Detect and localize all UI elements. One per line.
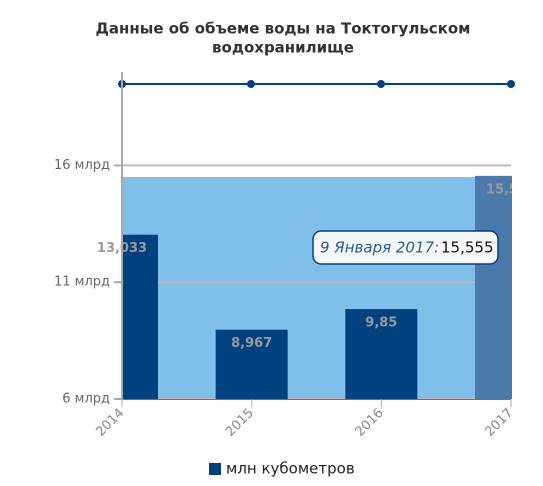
tooltip-value: 15,555 (441, 239, 494, 257)
legend-label[interactable]: млн кубометров (226, 460, 355, 478)
x-tick-label: 2014 (93, 406, 127, 440)
value-label: 15,555 (486, 182, 536, 197)
chart-title: Данные об объеме воды на Токтогульском (96, 20, 471, 38)
chart-title: водохранилище (212, 39, 354, 57)
y-tick-label: 6 млрд (62, 392, 110, 407)
bar (475, 175, 512, 399)
y-tick-label: 11 млрд (54, 275, 110, 290)
tooltip: 9 Января 2017: 15,555 (312, 230, 499, 265)
legend-swatch (209, 463, 221, 475)
x-tick-label: 2016 (353, 406, 387, 440)
x-tick-label: 2015 (223, 406, 257, 440)
value-label: 8,967 (231, 336, 272, 351)
x-tick-label: 2017 (482, 406, 516, 440)
bar (215, 329, 288, 399)
bar (345, 309, 418, 399)
value-label: 9,85 (365, 316, 397, 331)
tooltip-label: 9 Января 2017: (320, 239, 439, 257)
y-tick-label: 16 млрд (54, 158, 110, 173)
bar (122, 234, 158, 399)
hover-band (122, 177, 476, 400)
